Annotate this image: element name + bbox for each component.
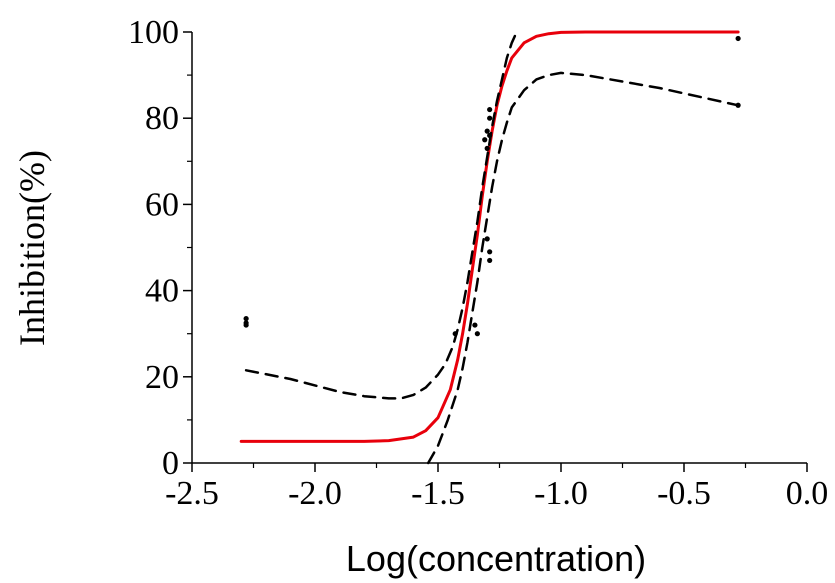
fit-curve — [239, 30, 740, 443]
data-point — [735, 102, 741, 108]
data-point — [487, 106, 493, 113]
data-point — [472, 322, 478, 328]
data-point — [484, 145, 490, 151]
data-point — [482, 137, 488, 143]
y-tick-label: 0 — [162, 445, 179, 482]
data-point — [487, 115, 493, 121]
y-tick-label: 40 — [145, 273, 179, 310]
x-tick-label: -0.5 — [657, 475, 711, 512]
data-point — [243, 322, 249, 328]
confidence-band-lower — [426, 71, 740, 465]
data-point — [474, 331, 480, 337]
x-tick-label: 0.0 — [786, 475, 829, 512]
y-tick-label: 20 — [145, 359, 179, 396]
confidence-band-upper — [244, 30, 518, 400]
y-tick-label: 80 — [145, 100, 179, 137]
data-point — [484, 236, 490, 242]
points-layer — [243, 35, 741, 337]
y-axis-ticks: 0 20 40 60 80 100 — [128, 14, 192, 482]
data-point — [487, 257, 493, 264]
y-axis-label: Inhibition(%) — [12, 150, 52, 346]
data-point — [487, 249, 493, 255]
data-point — [452, 331, 458, 337]
plot-area: -2.5 -2.0 -1.5 -1.0 -0.5 0.0 0 20 40 60 80 100 — [128, 14, 828, 512]
x-axis-ticks: -2.5 -2.0 -1.5 -1.0 -0.5 0.0 — [165, 463, 828, 512]
data-point — [484, 128, 490, 134]
x-tick-label: -1.0 — [534, 475, 588, 512]
x-axis-label: Log(concentration) — [346, 538, 646, 579]
data-point — [735, 35, 741, 42]
x-tick-label: -2.0 — [288, 475, 342, 512]
data-point — [487, 132, 493, 139]
x-tick-label: -1.5 — [411, 475, 465, 512]
data-point — [243, 316, 249, 322]
y-tick-label: 100 — [128, 14, 179, 51]
series-layer — [239, 30, 740, 465]
y-tick-label: 60 — [145, 186, 179, 223]
x-tick-label: -2.5 — [165, 475, 219, 512]
